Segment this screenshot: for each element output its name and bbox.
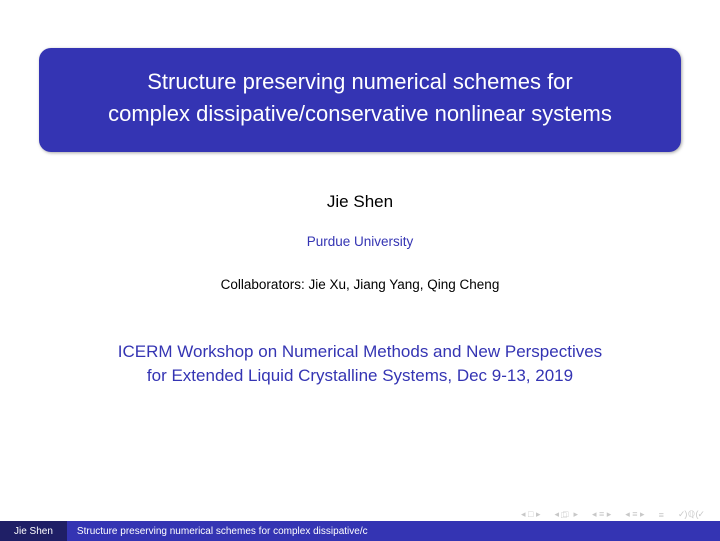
footer-title: Structure preserving numerical schemes f… bbox=[67, 521, 720, 541]
nav-controls: ◂ □ ▸ ◂ □□ ▸ ◂ ≡ ▸ ◂ ≡ ▸ ≡ ✓) ℚ (✓ bbox=[0, 508, 720, 521]
nav-forward-icon[interactable]: ◂ ≡ ▸ bbox=[625, 509, 644, 520]
workshop-line-2: for Extended Liquid Crystalline Systems,… bbox=[118, 364, 602, 389]
workshop-info: ICERM Workshop on Numerical Methods and … bbox=[98, 340, 622, 389]
workshop-line-1: ICERM Workshop on Numerical Methods and … bbox=[118, 340, 602, 365]
footer: Jie Shen Structure preserving numerical … bbox=[0, 521, 720, 541]
title-line-1: Structure preserving numerical schemes f… bbox=[65, 66, 655, 98]
nav-back-icon[interactable]: ◂ ≡ ▸ bbox=[592, 509, 611, 520]
footer-author: Jie Shen bbox=[0, 521, 67, 541]
author-name: Jie Shen bbox=[327, 192, 393, 212]
nav-prev-icon[interactable]: ◂ □□ ▸ bbox=[554, 509, 578, 520]
slide-content: Structure preserving numerical schemes f… bbox=[0, 0, 720, 508]
nav-first-icon[interactable]: ◂ □ ▸ bbox=[521, 509, 540, 520]
nav-close-icon[interactable]: ✓) ℚ (✓ bbox=[678, 509, 704, 520]
title-line-2: complex dissipative/conservative nonline… bbox=[65, 98, 655, 130]
title-block: Structure preserving numerical schemes f… bbox=[39, 48, 681, 152]
nav-fullscreen-icon[interactable]: ≡ bbox=[659, 510, 664, 520]
slide: Structure preserving numerical schemes f… bbox=[0, 0, 720, 541]
collaborators: Collaborators: Jie Xu, Jiang Yang, Qing … bbox=[221, 277, 500, 292]
affiliation: Purdue University bbox=[307, 234, 414, 249]
